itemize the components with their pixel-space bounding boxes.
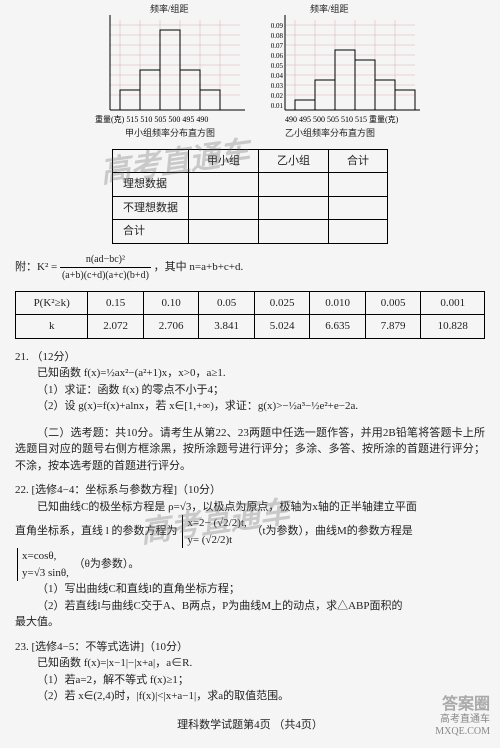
svg-text:0.08: 0.08 [271,32,284,40]
problem-text: 已知曲线C的极坐标方程是 ρ=√3，以极点为原点，极轴为x轴的正半轴建立平面 [15,499,485,516]
page-footer: 理科数学试题第4页 （共4页） [15,717,485,734]
table-cell: 甲小组 [189,149,259,173]
svg-text:0.05: 0.05 [271,62,284,70]
histogram-left-svg: 重量(克) 515 510 505 500 495 490 [95,15,245,125]
problem-text-line: 直角坐标系，直线 l 的参数方程为 x=2− (√2/2)t, y= (√2/2… [15,515,485,548]
svg-text:0.04: 0.04 [271,72,284,80]
table-cell [259,196,329,220]
denominator: (a+b)(c+d)(a+c)(b+d) [60,268,151,283]
svg-text:0.01: 0.01 [271,102,284,110]
problem-number: 22. [15,484,29,496]
table-cell: 0.010 [310,291,366,315]
svg-text:0.09: 0.09 [271,22,284,30]
problem-part: （1）若a=2，解不等式 f(x)≥1； [15,672,485,689]
k2-formula: 附：K² = n(ad−bc)² (a+b)(c+d)(a+c)(b+d) ，其… [15,252,485,283]
problem-number: 23. [15,641,29,653]
histogram-left: 频率/组距 [95,15,245,141]
formula-prefix: 附：K² = [15,261,60,273]
table-cell: 0.001 [421,291,485,315]
problem-text-line: x=cosθ, y=√3 sinθ, （θ为参数）。 [15,548,485,581]
table-cell: 2.072 [88,315,144,339]
problem-part: （2）若 x∈(2,4)时，|f(x)|<|x+a−1|，求a的取值范围。 [15,688,485,705]
histogram-right-svg: 0.09 0.08 0.07 0.06 0.05 0.04 0.03 0.02 0.01 4… [255,15,425,125]
problem-21: 21. （12分） 已知函数 f(x)=½ax²−(a²+1)x，x>0，a≥1… [15,349,485,415]
table-cell: 0.10 [143,291,199,315]
table-cell: k [16,315,88,339]
problem-points: （12分） [32,351,76,363]
param-line: y=√3 sinθ, [22,565,69,582]
problem-part: （2）若直线l与曲线C交于A、B两点，P为曲线M上的动点，求△ABP面积的 [15,598,485,615]
svg-text:重量(克) 515 510 505 500 495 490: 重量(克) 515 510 505 500 495 490 [95,114,208,124]
problem-number: 21. [15,351,29,363]
param-line: x=cosθ, [22,548,69,565]
table-cell: 0.05 [199,291,255,315]
problem-part: 最大值。 [15,614,485,631]
table-cell [329,220,388,244]
corner-wm-line: 高考直通车 [435,714,490,726]
problem-given: 已知函数 f(x)=½ax²−(a²+1)x，x>0，a≥1. [15,365,485,382]
problem-text: 直角坐标系，直线 l 的参数方程为 [15,525,178,537]
table-cell [329,173,388,197]
table-cell: 3.841 [199,315,255,339]
fraction: n(ad−bc)² (a+b)(c+d)(a+c)(b+d) [60,252,151,283]
problem-text: （θ为参数）。 [74,558,140,570]
param-equation: x=2− (√2/2)t, y= (√2/2)t [182,515,246,548]
table-cell: 理想数据 [113,173,189,197]
section-2-header: （二）选考题：共10分。请考生从第22、23两题中任选一题作答，并用2B铅笔将答… [15,425,485,475]
table-cell: 0.005 [365,291,421,315]
problem-text: （t为参数），曲线M的参数方程是 [251,525,412,537]
table-cell [329,196,388,220]
formula-suffix: ，其中 n=a+b+c+d. [154,261,244,273]
y-axis-label: 频率/组距 [310,3,349,17]
table-cell: 乙小组 [259,149,329,173]
table-cell: 5.024 [254,315,310,339]
problem-given: 已知函数 f(x)=|x−1|−|x+a|，a∈R. [15,655,485,672]
histogram-container: 频率/组距 [15,15,485,141]
svg-text:0.03: 0.03 [271,82,284,90]
problem-part: （1）求证：函数 f(x) 的零点不小于4； [15,382,485,399]
table-cell: 合计 [329,149,388,173]
histogram-right-caption: 乙小组频率分布直方图 [255,127,405,141]
y-axis-label: 频率/组距 [150,3,189,17]
table-cell: 7.879 [365,315,421,339]
svg-text:0.06: 0.06 [271,52,284,60]
problem-part: （1）写出曲线C和直线l的直角坐标方程； [15,581,485,598]
table-cell: 2.706 [143,315,199,339]
k-table: P(K²≥k) 0.15 0.10 0.05 0.025 0.010 0.005… [15,291,485,339]
table-cell: 不理想数据 [113,196,189,220]
table-cell: 10.828 [421,315,485,339]
svg-text:0.02: 0.02 [271,92,284,100]
group-table: 甲小组 乙小组 合计 理想数据 不理想数据 合计 [112,149,388,244]
problem-23: 23. [选修4−5：不等式选讲]（10分） 已知函数 f(x)=|x−1|−|… [15,639,485,705]
problem-22: 22. [选修4−4：坐标系与参数方程]（10分） 已知曲线C的极坐标方程是 ρ… [15,482,485,631]
numerator: n(ad−bc)² [60,252,151,268]
table-cell: 0.15 [88,291,144,315]
problem-part: （2）设 g(x)=f(x)+alnx，若 x∈[1,+∞)，求证：g(x)>−… [15,398,485,415]
table-cell [259,173,329,197]
param-line: x=2− (√2/2)t, [187,515,246,532]
histogram-right: 频率/组距 0.090.080.07 0.060.050.04 0.030.02… [255,15,405,141]
corner-wm-line: 答案圈 [435,695,490,714]
histogram-left-caption: 甲小组频率分布直方图 [95,127,245,141]
table-cell: P(K²≥k) [16,291,88,315]
table-cell [113,149,189,173]
svg-text:0.07: 0.07 [271,42,284,50]
table-cell [189,173,259,197]
table-cell: 0.025 [254,291,310,315]
problem-title: [选修4−4：坐标系与参数方程]（10分） [32,484,222,496]
section-text: （二）选考题：共10分。请考生从第22、23两题中任选一题作答，并用2B铅笔将答… [15,425,485,475]
table-cell [259,220,329,244]
corner-wm-line: MXQE.COM [435,726,490,738]
param-equation: x=cosθ, y=√3 sinθ, [17,548,69,581]
table-cell [189,196,259,220]
problem-title: [选修4−5：不等式选讲]（10分） [32,641,189,653]
param-line: y= (√2/2)t [187,532,246,549]
corner-watermark: 答案圈 高考直通车 MXQE.COM [435,695,490,738]
svg-text:490 495 500 505 510 515 重量(克): 490 495 500 505 510 515 重量(克) [285,114,399,124]
table-cell [189,220,259,244]
table-cell: 合计 [113,220,189,244]
table-cell: 6.635 [310,315,366,339]
